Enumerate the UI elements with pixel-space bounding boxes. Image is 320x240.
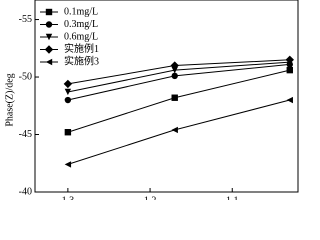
marker (64, 96, 72, 104)
marker (45, 21, 53, 28)
y-tick-label: -40 (19, 186, 32, 197)
marker (171, 126, 178, 134)
legend-label: 实施例3 (64, 54, 99, 67)
y-tick-label: -45 (19, 129, 32, 140)
marker (45, 33, 53, 41)
marker (44, 45, 54, 54)
marker (170, 61, 179, 70)
marker (285, 55, 294, 64)
legend-label: 0.6mg/L (64, 31, 98, 42)
y-tick-label: -50 (19, 71, 32, 82)
series-line (67, 69, 290, 133)
legend-label: 实施例1 (64, 42, 99, 55)
marker (286, 66, 293, 74)
x-tick-label: 1.2 (144, 195, 157, 200)
marker (64, 129, 72, 136)
legend-label: 0.1mg/L (64, 6, 98, 17)
y-tick-label: -55 (19, 14, 32, 25)
marker (45, 58, 53, 66)
marker (64, 88, 72, 96)
chart: Phase(Z)/deg -40 -45 -50 -55 1.3 1.2 1.1 0.1mg/… (4, 0, 299, 200)
marker (171, 66, 178, 74)
series-line (67, 59, 290, 85)
x-tick-label: 1.1 (226, 195, 239, 200)
marker (171, 72, 178, 80)
series-line (67, 99, 290, 165)
legend-label: 0.3mg/L (64, 19, 98, 30)
marker (45, 8, 53, 16)
marker (64, 161, 72, 168)
plot-frame (34, 0, 299, 193)
marker (171, 94, 178, 101)
y-axis-label: Phase(Z)/deg (4, 73, 15, 126)
marker (286, 96, 293, 104)
series-line (67, 61, 290, 93)
marker (63, 79, 73, 89)
x-tick-label: 1.3 (62, 195, 75, 200)
